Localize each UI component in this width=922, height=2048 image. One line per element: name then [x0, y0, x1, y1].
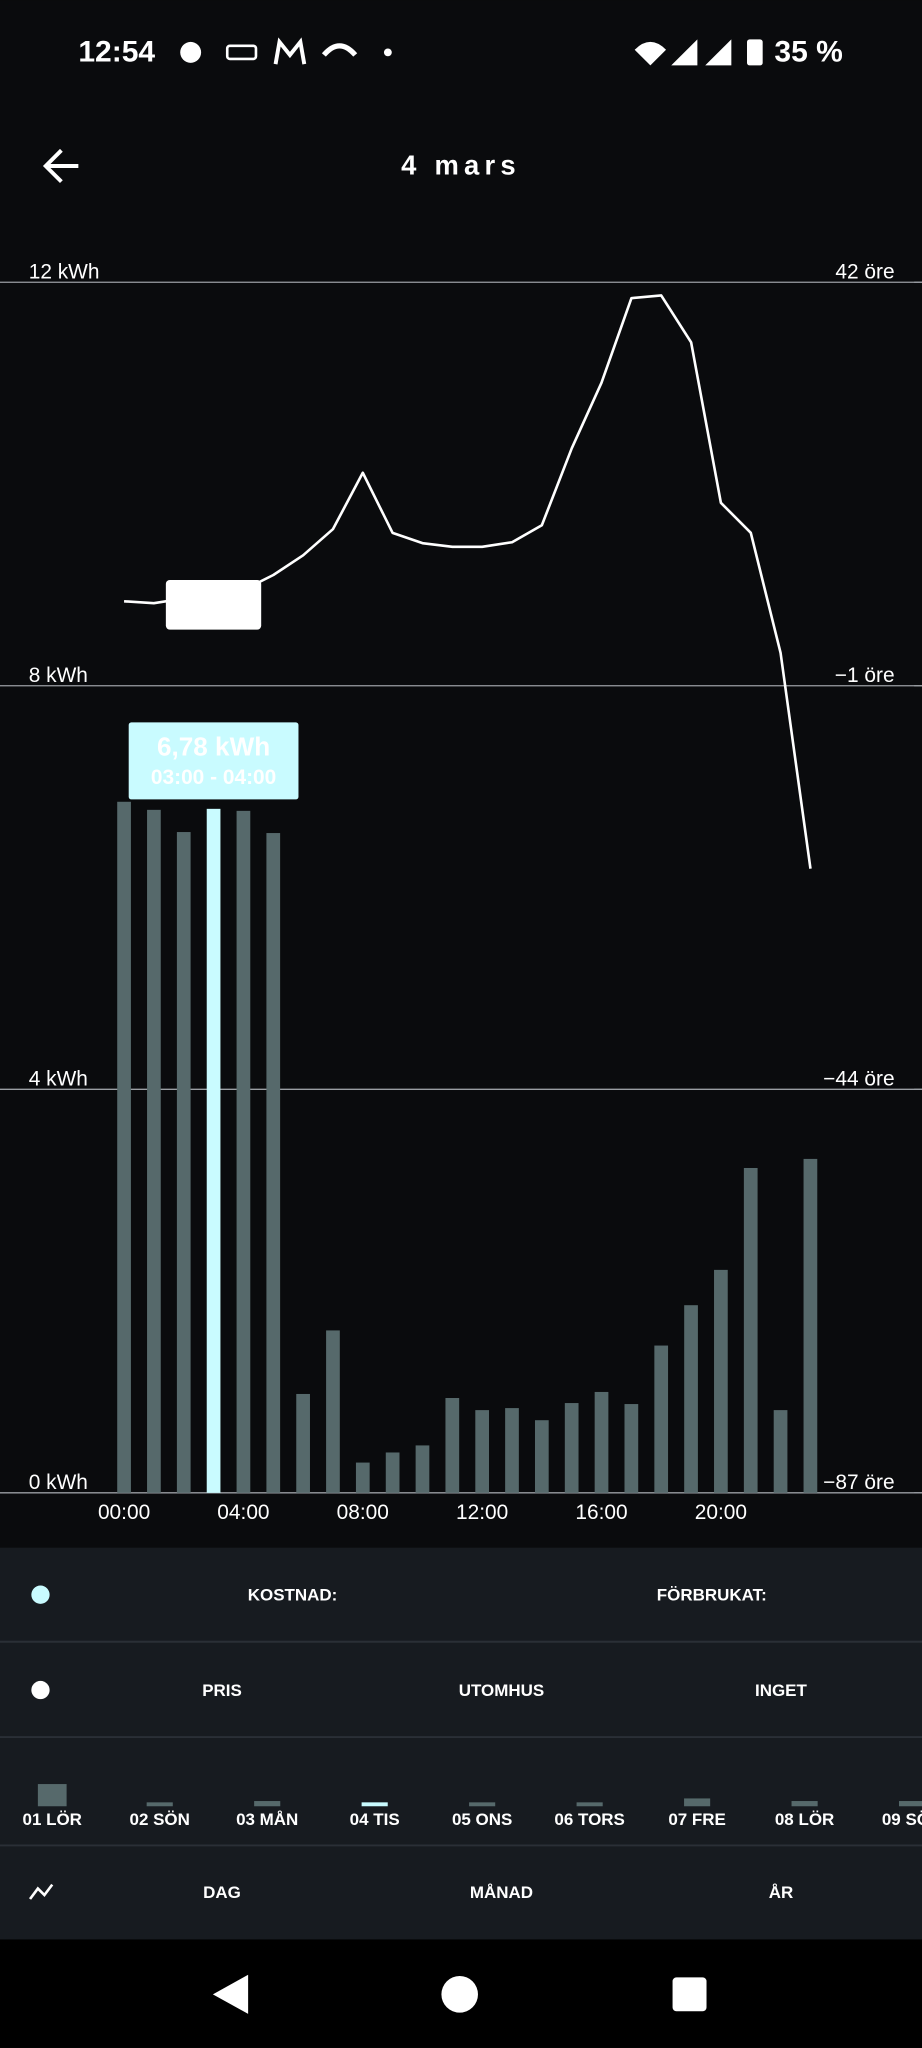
bar[interactable]: [743, 1167, 758, 1493]
tooltip-time: 03:00 - 04:00: [151, 766, 276, 789]
x-tick-label: 00:00: [98, 1501, 150, 1524]
day-indicator: [469, 1802, 496, 1807]
price-label-box: [165, 579, 262, 630]
day-tab[interactable]: 08 LÖR: [775, 1810, 834, 1829]
x-tick-label: 08:00: [337, 1501, 389, 1524]
price-label: 8 öre: [182, 589, 244, 619]
bar[interactable]: [415, 1445, 430, 1493]
bar[interactable]: [355, 1462, 370, 1493]
bar[interactable]: [684, 1305, 698, 1493]
nav-home[interactable]: [441, 1976, 478, 2013]
day-tab[interactable]: 01 LÖR: [23, 1810, 82, 1829]
bar[interactable]: [624, 1404, 639, 1493]
price-dot: [31, 1680, 50, 1700]
nav-back[interactable]: [212, 1974, 249, 2014]
x-tick-label: 04:00: [217, 1501, 269, 1524]
bar[interactable]: [714, 1269, 728, 1493]
day-tab[interactable]: 07 FRE: [668, 1810, 726, 1829]
bar[interactable]: [505, 1408, 519, 1493]
bar[interactable]: [147, 809, 161, 1493]
x-tick-label: 12:00: [456, 1501, 508, 1524]
day-tab[interactable]: 02 SÖN: [130, 1810, 190, 1829]
bar[interactable]: [117, 801, 131, 1493]
separators: [0, 1640, 922, 1847]
bar[interactable]: [176, 832, 191, 1493]
y-tick-label: 12 kWh: [29, 261, 100, 284]
bar[interactable]: [803, 1158, 818, 1493]
bottom-panel: [0, 1547, 922, 1940]
y2-tick-label: −44 öre: [823, 1068, 894, 1091]
trend-icon: [28, 1883, 54, 1900]
back-button[interactable]: [42, 148, 79, 184]
y-tick-label: 0 kWh: [29, 1471, 88, 1494]
bar[interactable]: [773, 1410, 788, 1493]
day-indicator: [576, 1802, 603, 1807]
period-tab[interactable]: DAG: [203, 1883, 241, 1902]
day-tab[interactable]: 04 TIS: [350, 1810, 400, 1829]
bar[interactable]: [534, 1420, 549, 1493]
day-tab[interactable]: 06 TORS: [554, 1810, 624, 1829]
y2-tick-label: −87 öre: [823, 1471, 894, 1494]
title: 4 mars: [401, 150, 521, 181]
day-tab[interactable]: 05 ONS: [452, 1810, 512, 1829]
clock: 12:54: [78, 36, 155, 69]
overlay-option[interactable]: INGET: [755, 1681, 807, 1700]
bar[interactable]: [296, 1393, 310, 1493]
day-indicator: [254, 1801, 281, 1807]
bar[interactable]: [445, 1398, 460, 1493]
tooltip-box: [128, 722, 299, 800]
y2-tick-label: 42 öre: [835, 261, 894, 284]
bar[interactable]: [564, 1403, 579, 1493]
period-tab[interactable]: MÅNAD: [470, 1883, 533, 1902]
day-indicator: [146, 1802, 173, 1807]
x-tick-label: 20:00: [695, 1501, 747, 1524]
nav-recents[interactable]: [672, 1977, 707, 2012]
battery: 35 %: [774, 36, 842, 69]
day-tab[interactable]: 09 SÖN: [882, 1810, 922, 1829]
bar[interactable]: [236, 810, 251, 1493]
bar[interactable]: [475, 1410, 490, 1493]
day-indicator: [37, 1784, 67, 1807]
bar[interactable]: [266, 833, 281, 1493]
bar[interactable]: [654, 1345, 669, 1493]
tooltip-value: 6,78 kWh: [157, 731, 270, 761]
day-indicator: [899, 1801, 922, 1807]
bar[interactable]: [385, 1452, 400, 1493]
cost-label: KOSTNAD:: [248, 1585, 338, 1604]
x-tick-label: 16:00: [575, 1501, 627, 1524]
y2-tick-label: −1 öre: [835, 664, 895, 687]
overlay-option[interactable]: PRIS: [202, 1681, 242, 1700]
day-indicator: [791, 1801, 818, 1807]
y-tick-label: 8 kWh: [29, 664, 88, 687]
day-indicator: [361, 1802, 388, 1807]
y-tick-label: 4 kWh: [29, 1068, 88, 1091]
day-tab[interactable]: 03 MÅN: [236, 1810, 298, 1829]
bar[interactable]: [206, 808, 221, 1493]
overlay-option[interactable]: UTOMHUS: [459, 1681, 544, 1700]
cost-dot: [31, 1585, 50, 1604]
period-tab[interactable]: ÅR: [769, 1883, 794, 1902]
bar[interactable]: [594, 1391, 609, 1493]
status-icons: [180, 37, 763, 66]
bar[interactable]: [326, 1330, 340, 1493]
day-indicator: [684, 1798, 711, 1807]
consumed-label: FÖRBRUKAT:: [657, 1585, 767, 1604]
